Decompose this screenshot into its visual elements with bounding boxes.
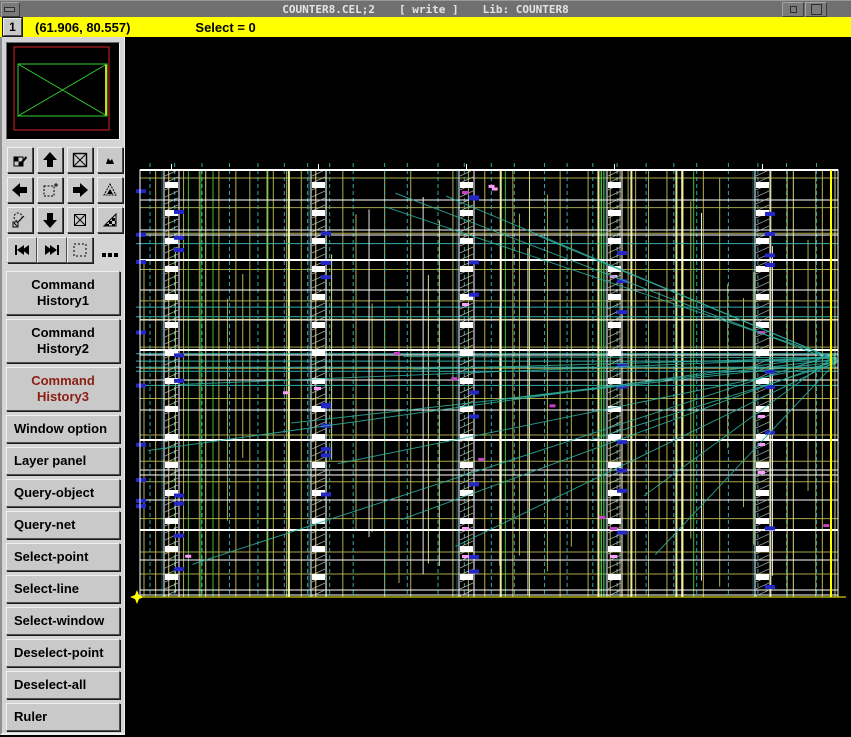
select-region-button[interactable]	[67, 237, 93, 263]
command-button-list: Command History1 Command History2 Command …	[6, 271, 124, 731]
fill-corner-button[interactable]	[97, 207, 123, 233]
zoom-select-icon	[12, 212, 25, 228]
next-view-button[interactable]	[37, 237, 67, 263]
select-region-icon	[73, 243, 87, 257]
maximize-button[interactable]	[805, 2, 827, 17]
pan-up-icon	[43, 152, 57, 167]
button-command-history2[interactable]: Command History2	[6, 319, 120, 363]
zoom-small-icon	[106, 158, 114, 164]
button-select-line[interactable]: Select-line	[6, 575, 120, 603]
minimize-icon	[789, 6, 797, 13]
tool-sidebar: Command History1 Command History2 Command …	[0, 37, 125, 735]
redraw-icon	[13, 156, 27, 167]
button-window-option[interactable]: Window option	[6, 415, 120, 443]
first-view-icon	[15, 245, 29, 255]
layout-drawing	[130, 163, 846, 604]
next-view-icon	[45, 245, 59, 255]
overview-pane[interactable]	[6, 42, 120, 140]
title-bar[interactable]: COUNTER8.CEL;2 [ write ] Lib: COUNTER8	[0, 0, 851, 18]
window-title: COUNTER8.CEL;2 [ write ] Lib: COUNTER8	[270, 3, 580, 16]
origin-star-marker	[130, 590, 144, 604]
zoom-select-button[interactable]	[7, 207, 33, 233]
title-cell-name: COUNTER8.CEL;2	[282, 2, 375, 16]
pan-down-button[interactable]	[37, 207, 63, 233]
select-count: Select = 0	[195, 19, 256, 35]
maximize-icon	[810, 4, 822, 15]
window-menu-button[interactable]	[1, 2, 20, 17]
button-select-point[interactable]: Select-point	[6, 543, 120, 571]
zoom-window-button[interactable]	[37, 177, 63, 203]
pan-right-icon	[73, 183, 88, 197]
status-bar: 1 (61.906, 80.557) Select = 0	[0, 17, 851, 37]
zoom-mid-button[interactable]	[97, 177, 123, 203]
more-dots-icon	[102, 253, 118, 257]
pan-up-button[interactable]	[37, 147, 63, 173]
zoom-window-icon	[43, 183, 58, 197]
button-command-history3[interactable]: Command History3	[6, 367, 120, 411]
title-write-mode: [ write ]	[399, 2, 459, 16]
cursor-coordinates: (61.906, 80.557)	[35, 19, 131, 35]
zoom-mid-icon	[103, 182, 117, 196]
redraw-button[interactable]	[7, 147, 33, 173]
button-deselect-all[interactable]: Deselect-all	[6, 671, 120, 699]
pan-left-icon	[12, 183, 27, 197]
button-query-net[interactable]: Query-net	[6, 511, 120, 539]
zoom-small-button[interactable]	[97, 147, 123, 173]
button-layer-panel[interactable]: Layer panel	[6, 447, 120, 475]
button-deselect-point[interactable]: Deselect-point	[6, 639, 120, 667]
navigation-toolbar	[7, 147, 124, 263]
button-query-object[interactable]: Query-object	[6, 479, 120, 507]
button-command-history1[interactable]: Command History1	[6, 271, 120, 315]
fill-corner-icon	[102, 212, 117, 227]
window-number-badge: 1	[3, 18, 22, 36]
pan-right-button[interactable]	[67, 177, 93, 203]
more-commands-button[interactable]	[97, 237, 123, 263]
overview-map	[7, 43, 117, 137]
pan-left-button[interactable]	[7, 177, 33, 203]
zoom-out-icon	[74, 214, 86, 226]
title-library: Lib: COUNTER8	[482, 2, 569, 16]
layout-canvas-area[interactable]	[126, 37, 851, 737]
button-select-window[interactable]: Select-window	[6, 607, 120, 635]
button-ruler[interactable]: Ruler	[6, 703, 120, 731]
pan-down-icon	[43, 213, 57, 228]
minimize-button[interactable]	[782, 2, 804, 17]
zoom-fit-button[interactable]	[67, 147, 93, 173]
window-menu-icon	[3, 7, 15, 12]
zoom-fit-icon	[72, 152, 88, 168]
first-view-button[interactable]	[7, 237, 37, 263]
zoom-out-button[interactable]	[67, 207, 93, 233]
